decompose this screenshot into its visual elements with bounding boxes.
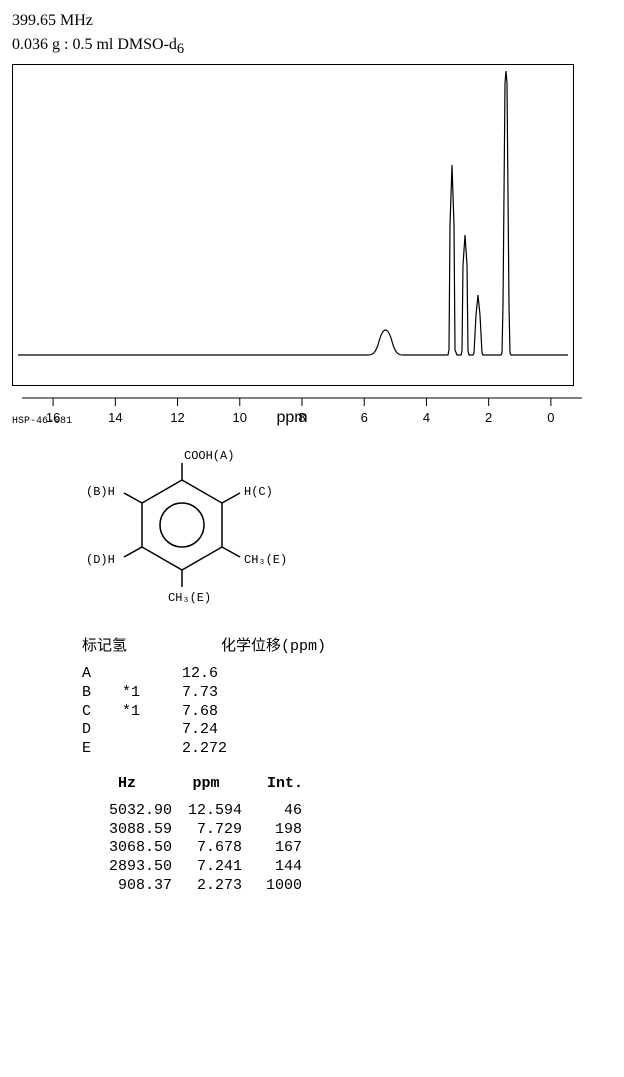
peak-int: 167 (242, 839, 302, 858)
assignment-header-right: 化学位移(ppm) (221, 638, 326, 655)
peak-ppm: 7.241 (172, 858, 242, 877)
peak-int: 1000 (242, 877, 302, 896)
assign-ppm: 7.68 (182, 703, 252, 722)
assignment-row: D 7.24 (82, 721, 612, 740)
peak-row: 5032.9012.59446 (92, 802, 612, 821)
frequency-line: 399.65 MHz (12, 12, 612, 30)
label-cooh: COOH(A) (184, 449, 234, 463)
axis-tick-label: 14 (108, 410, 122, 425)
peak-row: 3068.507.678167 (92, 839, 612, 858)
assign-h: D (82, 721, 122, 740)
assign-ppm: 7.24 (182, 721, 252, 740)
peak-headers: Hz ppm Int. (92, 775, 612, 792)
axis-tick-label: 4 (423, 410, 430, 425)
axis-tick-label: 12 (170, 410, 184, 425)
peak-hz: 908.37 (92, 877, 172, 896)
assign-ppm: 7.73 (182, 684, 252, 703)
assignment-headers: 标记氢 化学位移(ppm) (82, 634, 612, 655)
molecule-structure: COOH(A) H(C) (B)H (D)H CH₃(E) CH₃(E) (72, 445, 612, 620)
peak-row: 2893.507.241144 (92, 858, 612, 877)
sample-text: 0.036 g : 0.5 ml DMSO-d (12, 36, 177, 53)
peak-ppm: 7.729 (172, 821, 242, 840)
peak-hz: 2893.50 (92, 858, 172, 877)
axis-tick-label: 10 (233, 410, 247, 425)
nmr-spectrum-frame (12, 64, 574, 386)
nmr-spectrum (13, 65, 573, 385)
peak-hz: 3088.59 (92, 821, 172, 840)
assignment-table: 标记氢 化学位移(ppm) A12.6B*17.73C*17.68D7.24E2… (82, 634, 612, 759)
assign-h: B (82, 684, 122, 703)
assignment-header-left: 标记氢 (82, 634, 212, 655)
label-ch3e-b: CH₃(E) (168, 591, 211, 605)
benzene-ring (124, 463, 240, 587)
peak-header-ppm: ppm (171, 775, 241, 792)
axis-tick-label: 0 (547, 410, 554, 425)
assign-ppm: 12.6 (182, 665, 252, 684)
assign-h: A (82, 665, 122, 684)
spectrum-trace (18, 71, 568, 355)
peak-int: 144 (242, 858, 302, 877)
assign-ppm: 2.272 (182, 740, 252, 759)
peak-int: 46 (242, 802, 302, 821)
label-hc: H(C) (244, 485, 273, 499)
assignment-row: B*17.73 (82, 684, 612, 703)
assign-h: E (82, 740, 122, 759)
peak-hz: 3068.50 (92, 839, 172, 858)
peak-hz: 5032.90 (92, 802, 172, 821)
peak-ppm: 7.678 (172, 839, 242, 858)
assign-note: *1 (122, 703, 182, 722)
assign-note: *1 (122, 684, 182, 703)
peak-header-hz: Hz (92, 775, 162, 792)
assignment-row: C*17.68 (82, 703, 612, 722)
peak-ppm: 12.594 (172, 802, 242, 821)
peak-table: Hz ppm Int. 5032.9012.594463088.597.7291… (92, 775, 612, 896)
peak-int: 198 (242, 821, 302, 840)
label-ch3e-r: CH₃(E) (244, 553, 287, 567)
peak-row: 908.372.2731000 (92, 877, 612, 896)
assignment-row: A 12.6 (82, 665, 612, 684)
label-dh: (D)H (86, 553, 115, 567)
axis-tick-label: 2 (485, 410, 492, 425)
assign-h: C (82, 703, 122, 722)
sample-subscript: 6 (177, 41, 184, 57)
peak-header-int: Int. (250, 775, 320, 792)
peak-row: 3088.597.729198 (92, 821, 612, 840)
axis-tick-label: 6 (361, 410, 368, 425)
sample-line: 0.036 g : 0.5 ml DMSO-d6 (12, 36, 612, 58)
assignment-row: E 2.272 (82, 740, 612, 759)
label-bh: (B)H (86, 485, 115, 499)
peak-ppm: 2.273 (172, 877, 242, 896)
